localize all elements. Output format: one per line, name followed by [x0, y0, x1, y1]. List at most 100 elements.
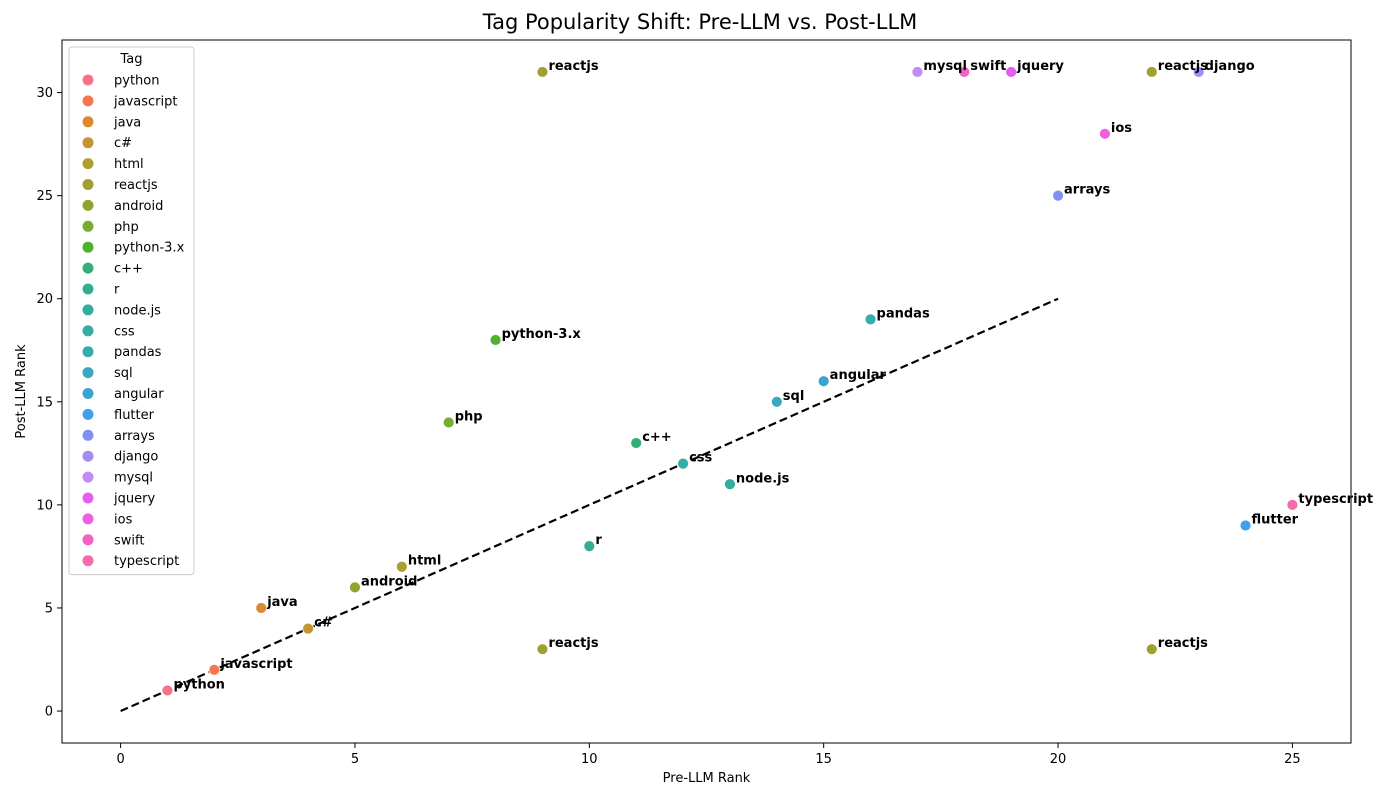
data-point-arrays — [1052, 189, 1064, 202]
legend-box — [68, 46, 195, 576]
data-point-php — [442, 416, 455, 429]
legend-item-label: r — [114, 283, 120, 298]
plot-frame — [61, 39, 1352, 744]
x-tick-label: 5 — [351, 752, 359, 767]
legend-title: Tag — [119, 52, 142, 67]
data-point-javascript — [208, 663, 221, 676]
legend-marker — [82, 450, 94, 462]
legend-marker — [82, 388, 94, 399]
data-point-mysql — [911, 66, 924, 78]
legend-item-label: sql — [114, 366, 133, 381]
data-point-reactjs — [1145, 66, 1158, 78]
data-point-c- — [630, 437, 643, 449]
legend-item-label: c++ — [114, 262, 143, 277]
y-tick-label: 0 — [45, 705, 53, 720]
legend-item-label: pandas — [114, 345, 162, 360]
data-label-sql: sql — [783, 389, 805, 404]
data-label-swift: swift — [970, 59, 1006, 74]
data-point-c- — [302, 622, 314, 635]
legend-marker — [82, 283, 94, 295]
data-label-angular: angular — [830, 368, 887, 383]
data-point-angular — [817, 375, 830, 388]
x-tick-label: 20 — [1050, 752, 1067, 767]
legend-marker — [82, 513, 94, 525]
data-label-reactjs: reactjs — [1158, 59, 1208, 74]
y-axis-label: Post-LLM Rank — [14, 344, 29, 439]
data-label-r: r — [595, 533, 602, 548]
data-label-c-: c# — [314, 616, 333, 631]
legend-marker — [82, 95, 94, 107]
legend-item-label: python-3.x — [114, 241, 185, 256]
data-point-reactjs — [536, 66, 549, 78]
data-point-css — [677, 457, 689, 470]
y-tick-label: 30 — [36, 86, 53, 101]
legend-marker — [82, 471, 94, 483]
data-point-pandas — [864, 313, 877, 326]
data-point-html — [395, 560, 408, 573]
x-tick-label: 25 — [1284, 752, 1301, 767]
data-point-python-3-x — [489, 334, 502, 346]
data-label-mysql: mysql — [923, 59, 967, 74]
legend-marker — [82, 534, 94, 546]
legend-marker — [82, 325, 94, 337]
data-label-css: css — [689, 451, 712, 466]
data-point-typescript — [1286, 498, 1299, 511]
legend-marker — [82, 116, 94, 128]
y-tick-label: 20 — [36, 292, 53, 307]
data-point-node-js — [724, 478, 736, 491]
legend-item-label: jquery — [113, 492, 155, 507]
data-point-reactjs — [536, 643, 549, 656]
legend-marker — [82, 492, 94, 504]
y-tick-label: 15 — [36, 395, 53, 410]
data-label-python: python — [173, 677, 224, 692]
legend-marker — [82, 241, 94, 253]
legend-marker — [82, 408, 94, 420]
legend-item-label: java — [113, 115, 141, 130]
data-label-ios: ios — [1111, 121, 1132, 136]
legend-item-label: angular — [114, 387, 164, 402]
data-label-python-3-x: python-3.x — [502, 327, 582, 342]
legend-marker — [82, 346, 94, 358]
legend-item-label: ios — [114, 512, 133, 527]
data-label-android: android — [361, 574, 417, 589]
data-label-reactjs: reactjs — [548, 636, 598, 651]
data-point-ios — [1099, 127, 1111, 140]
data-label-javascript: javascript — [219, 657, 292, 672]
data-label-node-js: node.js — [736, 471, 790, 486]
plot-area: 0 5 10 15 20 25 0 5 10 15 20 25 30 python javascript ja… — [36, 39, 1373, 767]
legend-item-label: arrays — [114, 429, 155, 444]
data-label-arrays: arrays — [1064, 183, 1110, 198]
data-point-reactjs — [1145, 643, 1158, 656]
legend-marker — [82, 429, 94, 441]
data-label-php: php — [455, 409, 483, 424]
x-tick-label: 15 — [815, 752, 832, 767]
data-label-jquery: jquery — [1016, 59, 1064, 74]
data-label-c-: c++ — [642, 430, 672, 445]
data-point-android — [349, 581, 361, 594]
data-label-pandas: pandas — [877, 306, 930, 321]
legend-item-label: django — [114, 450, 158, 465]
legend-marker — [82, 179, 94, 190]
data-point-java — [255, 602, 268, 614]
data-point-swift — [958, 66, 971, 78]
data-label-typescript: typescript — [1298, 492, 1373, 507]
data-point-sql — [770, 395, 783, 408]
legend-item-label: typescript — [114, 554, 179, 569]
legend-marker — [82, 199, 94, 211]
data-point-python — [161, 684, 174, 697]
data-label-reactjs: reactjs — [548, 59, 598, 74]
y-tick-label: 10 — [36, 498, 53, 513]
legend-item-label: android — [114, 199, 163, 214]
reference-line — [120, 297, 1059, 713]
legend-item-label: javascript — [113, 94, 177, 109]
legend-item-label: swift — [114, 533, 144, 548]
y-tick-label: 5 — [45, 601, 53, 616]
legend-marker — [82, 220, 94, 232]
data-label-flutter: flutter — [1252, 513, 1299, 528]
legend-item-label: node.js — [114, 303, 161, 318]
chart-title: Tag Popularity Shift: Pre-LLM vs. Post-L… — [482, 10, 918, 34]
legend-marker — [82, 158, 94, 170]
data-label-reactjs: reactjs — [1158, 636, 1208, 651]
data-label-django: django — [1205, 59, 1255, 74]
